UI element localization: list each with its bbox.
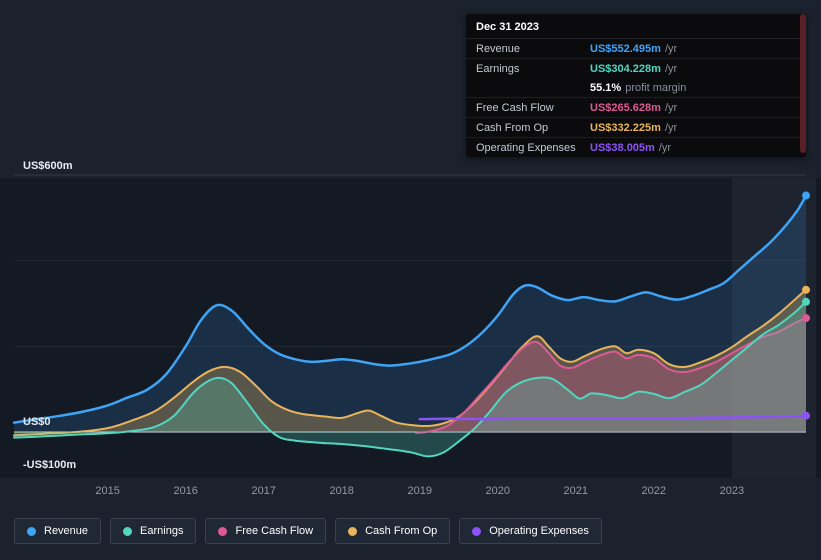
x-axis-label-2021: 2021: [563, 485, 589, 497]
legend-label: Free Cash Flow: [235, 525, 314, 537]
legend-item-cash-from-op[interactable]: Cash From Op: [335, 518, 451, 544]
legend-swatch-free-cash-flow: [218, 526, 228, 536]
x-axis-label-2017: 2017: [251, 485, 276, 497]
legend-label: Cash From Op: [365, 525, 438, 537]
tooltip-row-suffix: /yr: [664, 62, 678, 75]
tooltip-row-label: Cash From Op: [476, 121, 549, 134]
legend-item-operating-expenses[interactable]: Operating Expenses: [459, 518, 602, 544]
tooltip-row-earnings: Earnings US$304.228m/yr: [466, 58, 806, 78]
x-axis-label-2015: 2015: [95, 485, 120, 497]
tooltip-row-suffix: /yr: [664, 101, 678, 114]
tooltip-row-free-cash-flow: Free Cash Flow US$265.628m/yr: [466, 97, 806, 117]
tooltip: Dec 31 2023 Revenue US$552.495m/yr Earning…: [466, 14, 806, 157]
tooltip-row-value: US$304.228m: [590, 62, 661, 75]
legend-item-revenue[interactable]: Revenue: [14, 518, 102, 544]
tooltip-date: Dec 31 2023: [466, 14, 806, 39]
y-axis-label: -US$100m: [23, 459, 77, 471]
tooltip-row-value: US$38.005m: [590, 141, 655, 154]
tooltip-row-revenue: Revenue US$552.495m/yr: [466, 39, 806, 58]
legend-item-free-cash-flow[interactable]: Free Cash Flow: [205, 518, 327, 544]
legend-label: Operating Expenses: [489, 525, 589, 537]
tooltip-row-value: US$332.225m: [590, 121, 661, 134]
x-axis-label-2020: 2020: [485, 485, 511, 497]
tooltip-row-suffix: profit margin: [625, 81, 687, 94]
tooltip-row-suffix: /yr: [664, 42, 678, 55]
tooltip-row-label: Earnings: [476, 62, 520, 75]
tooltip-row-suffix: /yr: [658, 141, 672, 154]
panel-edge-accent: [800, 14, 806, 153]
tooltip-row-profit-margin: 55.1% profit margin: [466, 78, 806, 97]
tooltip-row-value: US$265.628m: [590, 101, 661, 114]
tooltip-row-operating-expenses: Operating Expenses US$38.005m/yr: [466, 137, 806, 157]
y-axis-label: US$600m: [23, 160, 73, 172]
legend-swatch-earnings: [123, 526, 133, 536]
tooltip-row-value: US$552.495m: [590, 42, 661, 55]
legend-label: Earnings: [140, 525, 184, 537]
legend-swatch-operating-expenses: [472, 526, 482, 536]
tooltip-row-cash-from-op: Cash From Op US$332.225m/yr: [466, 117, 806, 137]
tooltip-row-label: Operating Expenses: [476, 141, 576, 154]
y-axis-label: US$0: [23, 416, 51, 428]
tooltip-row-label: Free Cash Flow: [476, 101, 554, 114]
x-axis-label-2023: 2023: [719, 485, 745, 497]
tooltip-row-label: Revenue: [476, 42, 521, 55]
legend-item-earnings[interactable]: Earnings: [110, 518, 197, 544]
tooltip-row-suffix: /yr: [664, 121, 678, 134]
x-axis-label-2022: 2022: [641, 485, 667, 497]
x-axis-label-2016: 2016: [173, 485, 198, 497]
tooltip-row-value: 55.1%: [590, 81, 622, 94]
x-axis-label-2019: 2019: [407, 485, 433, 497]
legend: Revenue Earnings Free Cash Flow Cash From O…: [14, 518, 602, 544]
x-axis-label-2018: 2018: [329, 485, 354, 497]
legend-label: Revenue: [44, 525, 89, 537]
legend-swatch-revenue: [27, 526, 36, 536]
tooltip-rows: Revenue US$552.495m/yr Earnings US$304.228m…: [466, 39, 806, 157]
legend-swatch-cash-from-op: [348, 526, 358, 536]
